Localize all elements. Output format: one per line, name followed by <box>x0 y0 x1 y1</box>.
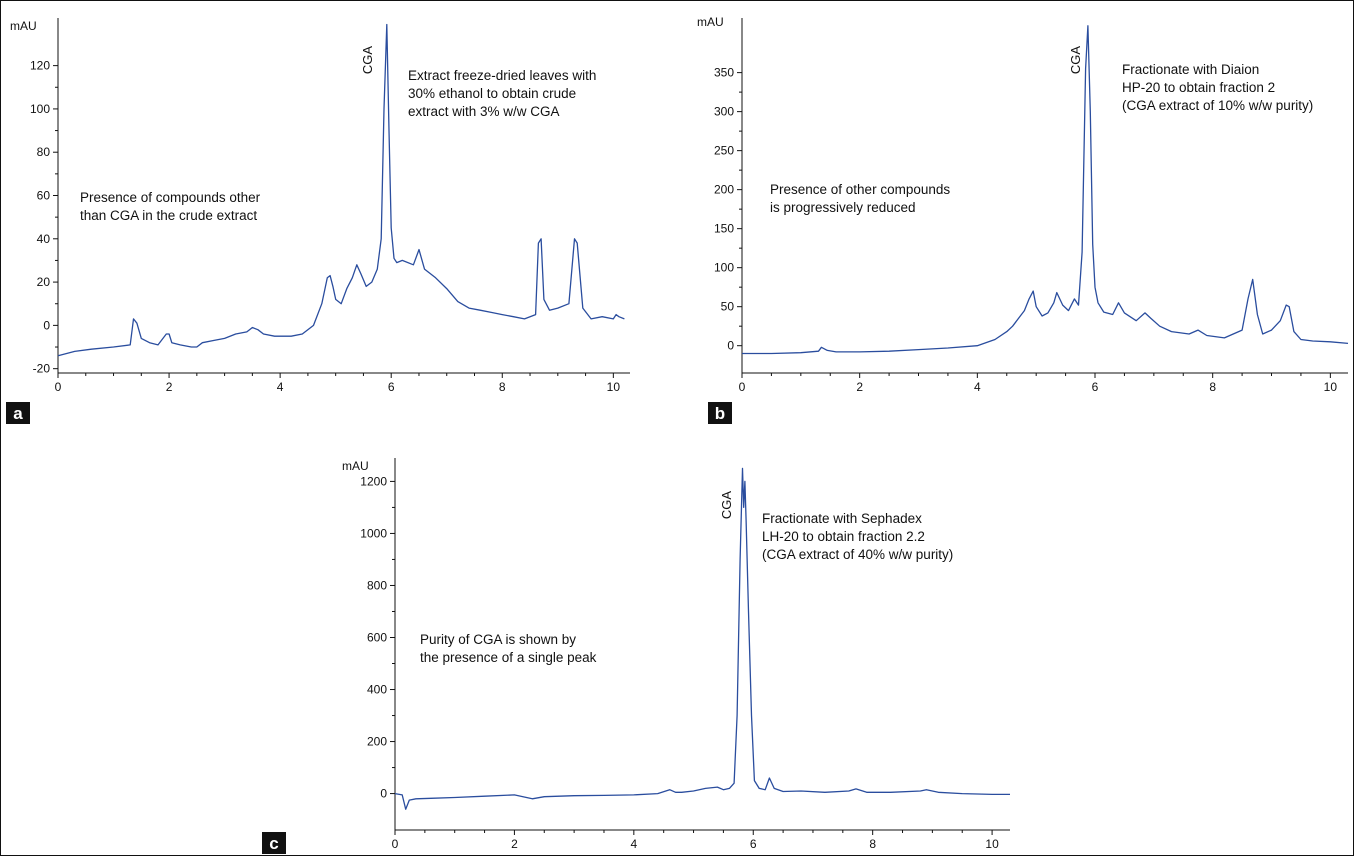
annotation-c-1: Purity of CGA is shown by <box>420 632 576 647</box>
x-tick-label-a: 8 <box>499 380 506 394</box>
y-tick-label-c: 1000 <box>360 526 387 540</box>
y-tick-label-c: 800 <box>367 578 387 592</box>
y-tick-label-b: 250 <box>714 144 734 158</box>
panel-label-c: c <box>269 834 278 853</box>
annotation-c-0: (CGA extract of 40% w/w purity) <box>762 547 953 562</box>
y-unit-label-a: mAU <box>10 19 37 33</box>
y-tick-label-a: 60 <box>37 189 51 203</box>
x-tick-label-c: 6 <box>750 837 757 851</box>
panel-label-b: b <box>715 404 725 423</box>
y-tick-label-c: 0 <box>380 787 387 801</box>
x-tick-label-a: 10 <box>607 380 621 394</box>
x-tick-label-a: 6 <box>388 380 395 394</box>
annotation-b-1: is progressively reduced <box>770 200 916 215</box>
y-tick-label-a: 20 <box>37 275 51 289</box>
y-unit-label-c: mAU <box>342 459 369 473</box>
y-tick-label-c: 200 <box>367 735 387 749</box>
annotation-b-0: (CGA extract of 10% w/w purity) <box>1122 98 1313 113</box>
y-tick-label-b: 150 <box>714 222 734 236</box>
y-tick-label-b: 350 <box>714 66 734 80</box>
chart-panel-c: 0 200 400 600 800 1000 1200 0 2 4 6 8 10 mAU CGA Fracti… <box>342 458 1010 851</box>
annotation-c-0: LH-20 to obtain fraction 2.2 <box>762 529 925 544</box>
y-tick-label-a: 100 <box>30 102 50 116</box>
y-tick-label-b: 100 <box>714 261 734 275</box>
annotation-b-0: Fractionate with Diaion <box>1122 62 1259 77</box>
annotation-a-1: than CGA in the crude extract <box>80 208 257 223</box>
x-tick-label-a: 2 <box>166 380 173 394</box>
annotation-b-1: Presence of other compounds <box>770 182 950 197</box>
annotation-a-0: 30% ethanol to obtain crude <box>408 86 576 101</box>
y-tick-label-a: 40 <box>37 232 51 246</box>
y-tick-label-a: 0 <box>43 318 50 332</box>
chromatogram-trace-c <box>394 467 1010 810</box>
panel-badge-b: b <box>708 402 732 424</box>
panel-badge-c-box <box>262 832 286 854</box>
panel-badge-a: a <box>6 402 30 424</box>
chromatogram-trace-a <box>57 23 625 357</box>
panel-badge-b-box <box>708 402 732 424</box>
x-tick-label-c: 4 <box>630 837 637 851</box>
x-tick-label-b: 4 <box>974 380 981 394</box>
x-tick-label-c: 2 <box>511 837 518 851</box>
chart-panel-b: 0 50 100 150 200 250 300 350 0 2 4 6 8 10 mAU CGA Fracti… <box>697 15 1349 394</box>
x-tick-label-c: 10 <box>985 837 999 851</box>
peak-label-c: CGA <box>719 491 734 520</box>
y-tick-label-c: 400 <box>367 683 387 697</box>
annotation-c-1: the presence of a single peak <box>420 650 597 665</box>
y-tick-label-a: -20 <box>33 362 51 376</box>
y-tick-label-b: 300 <box>714 105 734 119</box>
annotation-c-0: Fractionate with Sephadex <box>762 511 922 526</box>
peak-label-a: CGA <box>360 46 375 75</box>
chromatogram-trace-b <box>742 25 1349 355</box>
chart-panel-a: -20 0 20 40 60 80 100 120 0 2 4 6 8 10 mAU CGA Extract f… <box>10 18 630 394</box>
x-tick-label-a: 4 <box>277 380 284 394</box>
annotation-b-0: HP-20 to obtain fraction 2 <box>1122 80 1275 95</box>
annotation-a-0: Extract freeze-dried leaves with <box>408 68 596 83</box>
y-tick-label-b: 200 <box>714 183 734 197</box>
x-tick-label-b: 10 <box>1324 380 1338 394</box>
y-tick-label-a: 80 <box>37 145 51 159</box>
y-tick-label-b: 0 <box>727 339 734 353</box>
y-tick-label-c: 600 <box>367 630 387 644</box>
panel-badge-c: c <box>262 832 286 854</box>
y-tick-label-a: 120 <box>30 59 50 73</box>
panel-badge-a-box <box>6 402 30 424</box>
annotation-a-0: extract with 3% w/w CGA <box>408 104 560 119</box>
x-tick-label-b: 2 <box>856 380 863 394</box>
peak-label-b: CGA <box>1068 46 1083 75</box>
y-tick-label-b: 50 <box>721 300 735 314</box>
x-tick-label-b: 8 <box>1209 380 1216 394</box>
x-tick-label-c: 8 <box>869 837 876 851</box>
panel-label-a: a <box>13 404 23 423</box>
x-tick-label-c: 0 <box>392 837 399 851</box>
x-tick-label-b: 0 <box>739 380 746 394</box>
y-unit-label-b: mAU <box>697 15 724 29</box>
x-tick-label-b: 6 <box>1092 380 1099 394</box>
x-tick-label-a: 0 <box>55 380 62 394</box>
annotation-a-1: Presence of compounds other <box>80 190 261 205</box>
y-tick-label-c: 1200 <box>360 474 387 488</box>
